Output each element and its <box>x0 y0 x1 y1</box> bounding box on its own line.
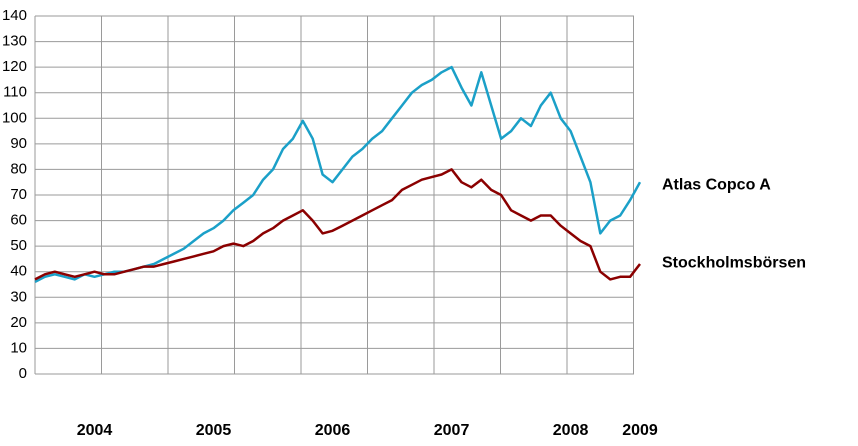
legend-label: Stockholmsbörsen <box>662 254 806 271</box>
y-tick-label: 30 <box>10 288 27 305</box>
y-tick-label: 60 <box>10 212 27 229</box>
series-line <box>35 169 640 279</box>
y-tick-label: 130 <box>2 33 27 50</box>
x-tick-label: 2007 <box>434 422 470 439</box>
x-tick-label: 2008 <box>553 422 589 439</box>
x-tick-label: 2004 <box>77 422 113 439</box>
x-tick-label: 2005 <box>196 422 232 439</box>
y-tick-label: 70 <box>10 186 27 203</box>
y-tick-label: 0 <box>19 365 27 382</box>
chart: 0 10 20 30 40 50 60 70 80 90 100 110 120 130 140 2004 20… <box>0 0 858 441</box>
x-tick-label: 2006 <box>315 422 351 439</box>
y-tick-label: 90 <box>10 135 27 152</box>
y-tick-label: 110 <box>3 84 27 101</box>
y-tick-label: 80 <box>10 160 27 177</box>
y-tick-label: 120 <box>2 58 27 75</box>
y-tick-label: 20 <box>10 314 27 331</box>
y-tick-label: 140 <box>2 7 27 24</box>
x-tick-label: 2009 <box>622 422 658 439</box>
y-tick-label: 50 <box>10 237 27 254</box>
series-line <box>35 67 640 282</box>
y-tick-label: 100 <box>2 109 27 126</box>
y-tick-label: 10 <box>10 339 27 356</box>
legend-label: Atlas Copco A <box>662 176 771 193</box>
y-tick-label: 40 <box>10 263 27 280</box>
